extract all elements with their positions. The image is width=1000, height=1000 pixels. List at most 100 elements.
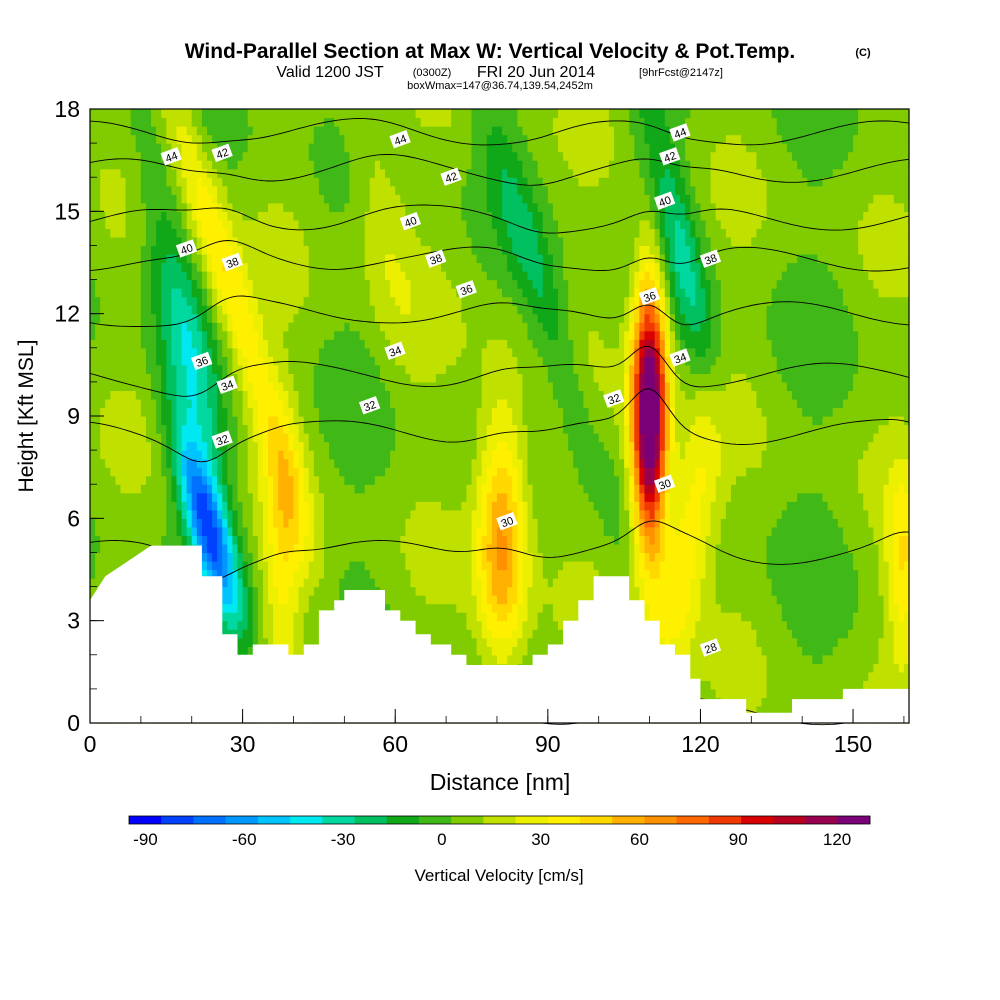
- heatmap-cell: [430, 501, 437, 511]
- heatmap-cell: [354, 560, 361, 571]
- heatmap-cell: [349, 569, 356, 579]
- heatmap-cell: [105, 356, 111, 366]
- heatmap-cell: [105, 288, 111, 298]
- heatmap-cell: [425, 467, 432, 477]
- heatmap-cell: [90, 390, 96, 400]
- heatmap-cell: [191, 117, 198, 127]
- heatmap-cell: [161, 219, 167, 229]
- heatmap-cell: [435, 629, 442, 639]
- heatmap-cell: [308, 450, 315, 460]
- heatmap-cell: [334, 398, 340, 409]
- heatmap-cell: [156, 518, 162, 528]
- heatmap-cell: [95, 492, 101, 502]
- heatmap-cell: [430, 441, 437, 451]
- heatmap-cell: [222, 629, 228, 639]
- heatmap-cell: [176, 134, 183, 144]
- heatmap-cell: [105, 168, 111, 178]
- heatmap-cell: [90, 211, 96, 221]
- heatmap-cell: [171, 467, 178, 477]
- heatmap-cell: [410, 194, 417, 204]
- heatmap-cell: [237, 381, 244, 392]
- heatmap-cell: [390, 305, 396, 315]
- heatmap-cell: [298, 381, 305, 392]
- heatmap-cell: [125, 151, 132, 161]
- heatmap-cell: [110, 236, 117, 247]
- heatmap-cell: [222, 612, 228, 622]
- heatmap-cell: [110, 151, 117, 161]
- heatmap-cell: [145, 424, 152, 434]
- heatmap-cell: [349, 168, 356, 178]
- heatmap-cell: [318, 330, 325, 340]
- heatmap-cell: [425, 322, 432, 332]
- heatmap-cell: [90, 543, 96, 554]
- heatmap-cell: [140, 288, 147, 298]
- heatmap-cell: [400, 194, 406, 204]
- heatmap-cell: [252, 322, 259, 332]
- heatmap-cell: [379, 109, 386, 119]
- heatmap-cell: [151, 143, 157, 153]
- heatmap-cell: [415, 390, 422, 400]
- heatmap-cell: [232, 552, 239, 562]
- heatmap-cell: [298, 509, 305, 519]
- heatmap-cell: [222, 126, 228, 136]
- heatmap-cell: [222, 296, 228, 306]
- heatmap-cell: [324, 236, 330, 247]
- heatmap-cell: [425, 305, 432, 315]
- heatmap-cell: [324, 143, 330, 153]
- heatmap-cell: [156, 347, 162, 357]
- heatmap-cell: [207, 373, 213, 383]
- heatmap-cell: [364, 441, 371, 451]
- heatmap-cell: [242, 484, 249, 494]
- heatmap-cell: [186, 109, 193, 119]
- heatmap-cell: [303, 637, 310, 647]
- heatmap-cell: [395, 390, 401, 400]
- heatmap-cell: [115, 296, 122, 306]
- heatmap-cell: [105, 253, 111, 264]
- heatmap-cell: [242, 578, 249, 588]
- heatmap-cell: [262, 305, 269, 315]
- heatmap-cell: [217, 390, 223, 400]
- heatmap-cell: [140, 202, 147, 212]
- heatmap-cell: [252, 168, 259, 178]
- heatmap-cell: [156, 185, 162, 195]
- heatmap-cell: [400, 228, 406, 238]
- heatmap-cell: [405, 424, 412, 434]
- heatmap-cell: [435, 219, 442, 229]
- heatmap-cell: [90, 143, 96, 153]
- heatmap-cell: [166, 271, 172, 281]
- heatmap-cell: [207, 535, 213, 545]
- heatmap-cell: [288, 441, 295, 451]
- heatmap-cell: [242, 458, 249, 468]
- heatmap-cell: [90, 475, 96, 485]
- heatmap-cell: [425, 134, 432, 144]
- heatmap-cell: [95, 202, 101, 212]
- heatmap-cell: [232, 629, 239, 639]
- heatmap-cell: [283, 441, 289, 451]
- heatmap-cell: [385, 211, 391, 221]
- heatmap-cell: [115, 467, 122, 477]
- heatmap-cell: [405, 117, 412, 127]
- heatmap-cell: [278, 433, 284, 443]
- heatmap-cell: [135, 373, 142, 383]
- heatmap-cell: [359, 467, 366, 477]
- heatmap-cell: [217, 424, 223, 434]
- heatmap-cell: [400, 109, 406, 119]
- heatmap-cell: [120, 194, 127, 204]
- heatmap-cell: [273, 603, 279, 613]
- heatmap-cell: [420, 458, 427, 468]
- heatmap-cell: [196, 535, 203, 545]
- heatmap-cell: [145, 305, 152, 315]
- heatmap-cell: [247, 228, 254, 238]
- heatmap-cell: [217, 134, 223, 144]
- heatmap-cell: [95, 390, 101, 400]
- heatmap-cell: [329, 279, 335, 289]
- heatmap-cell: [359, 322, 366, 332]
- heatmap-cell: [344, 390, 351, 400]
- heatmap-cell: [125, 543, 132, 554]
- heatmap-cell: [354, 501, 361, 511]
- heatmap-cell: [95, 160, 101, 170]
- heatmap-cell: [369, 330, 376, 340]
- heatmap-cell: [430, 305, 437, 315]
- heatmap-cell: [273, 501, 279, 511]
- heatmap-cell: [207, 296, 213, 306]
